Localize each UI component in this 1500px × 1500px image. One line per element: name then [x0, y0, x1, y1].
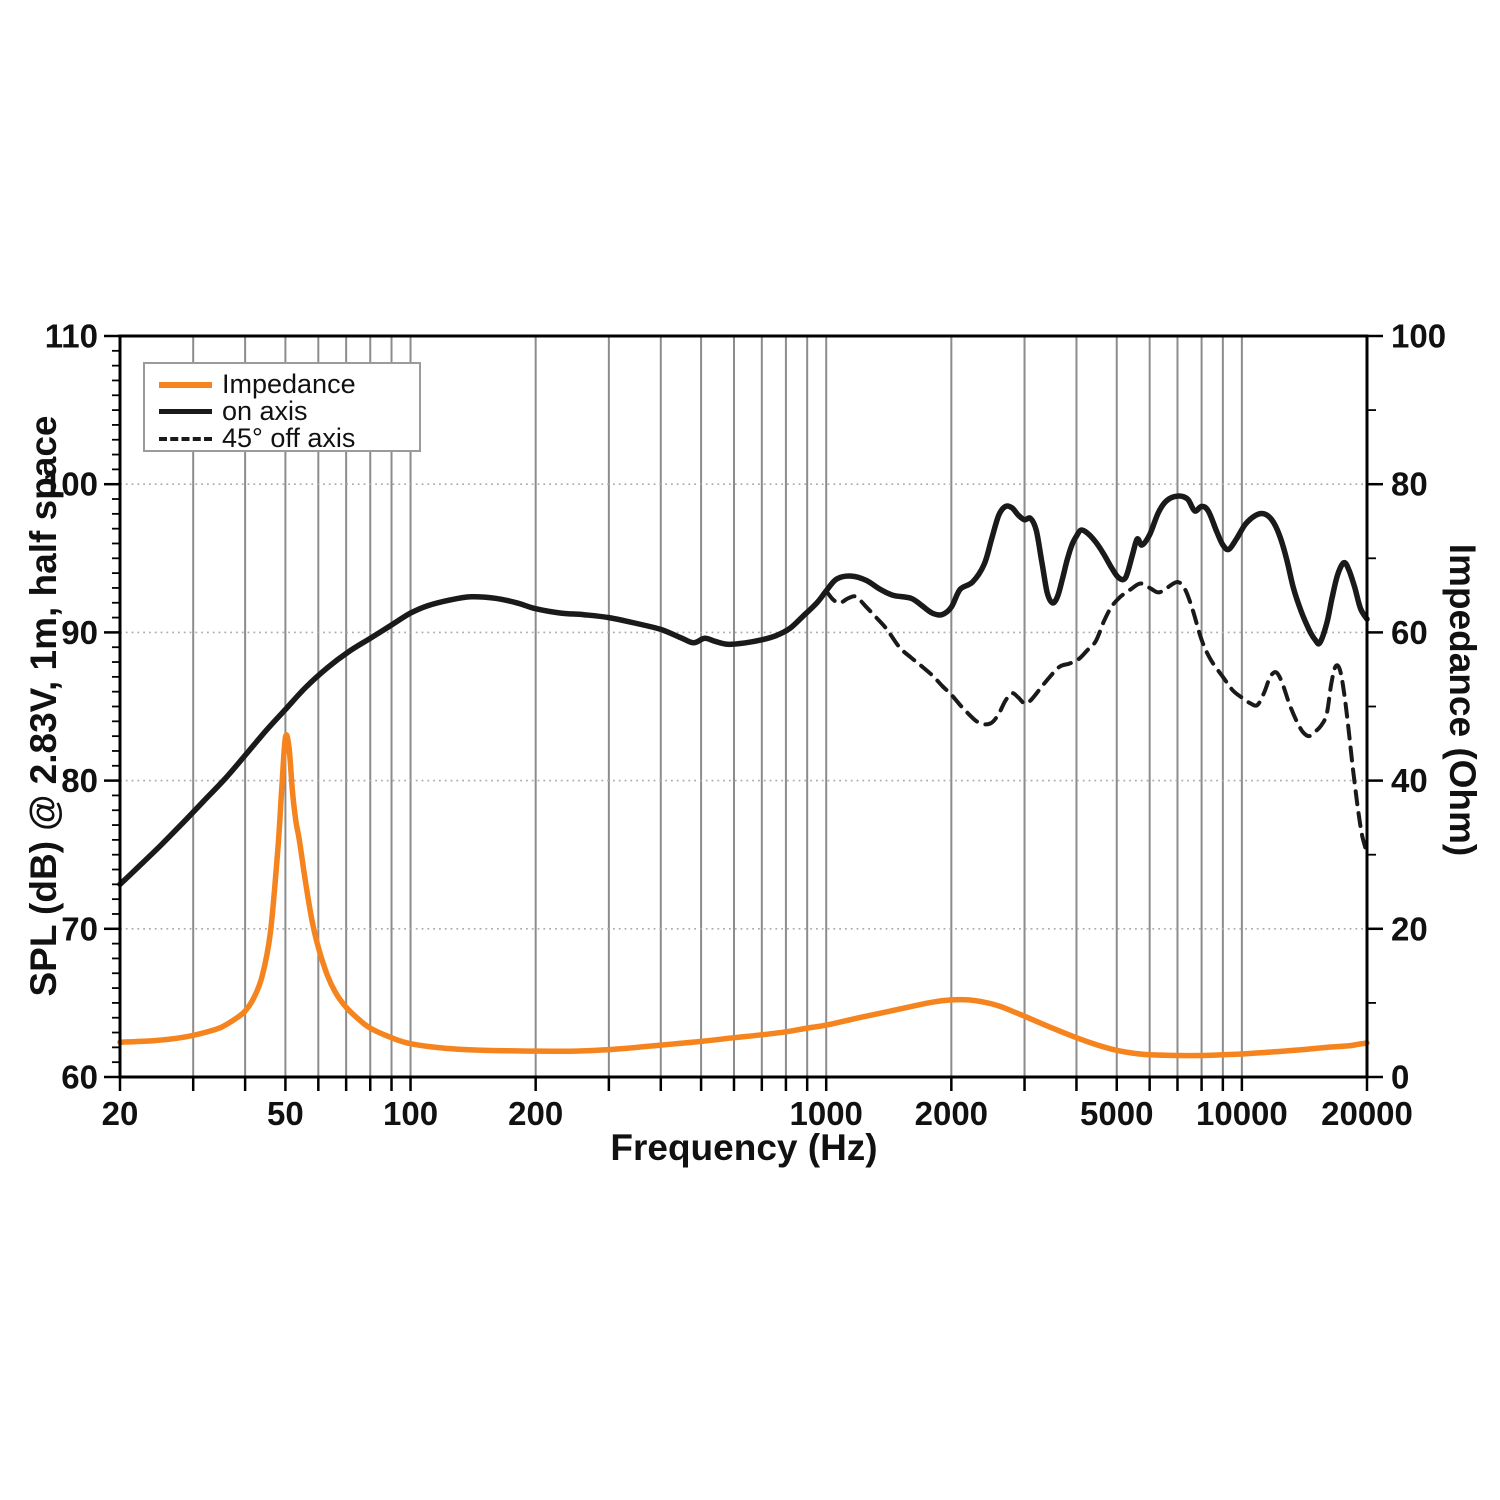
svg-text:20000: 20000: [1321, 1095, 1413, 1132]
off-axis-line-swatch: [159, 436, 212, 441]
legend-item-on-axis: on axis: [159, 398, 419, 425]
legend-label-off-axis: 45° off axis: [222, 423, 356, 453]
svg-text:100: 100: [43, 466, 98, 503]
svg-text:40: 40: [1391, 762, 1428, 799]
svg-text:110: 110: [45, 318, 98, 355]
curves: [117, 493, 1370, 1059]
svg-text:0: 0: [1391, 1059, 1409, 1096]
svg-text:70: 70: [61, 910, 98, 947]
legend-item-off-axis: 45° off axis: [159, 425, 419, 452]
svg-text:5000: 5000: [1080, 1095, 1153, 1132]
legend-label-on-axis: on axis: [222, 396, 308, 426]
svg-text:10000: 10000: [1196, 1095, 1288, 1132]
axis-ticks: [104, 334, 1383, 1091]
svg-text:90: 90: [61, 614, 98, 651]
svg-text:200: 200: [508, 1095, 563, 1132]
svg-text:2000: 2000: [915, 1095, 988, 1132]
svg-text:20: 20: [102, 1095, 139, 1132]
svg-text:1000: 1000: [789, 1095, 862, 1132]
curve-on-axis: [117, 493, 1370, 888]
curve-impedance: [117, 732, 1370, 1059]
svg-text:60: 60: [61, 1059, 98, 1096]
svg-text:80: 80: [61, 762, 98, 799]
gridlines: [120, 336, 1367, 1077]
svg-text:60: 60: [1391, 614, 1428, 651]
svg-text:50: 50: [267, 1095, 304, 1132]
legend: Impedance on axis 45° off axis: [143, 362, 421, 452]
legend-item-impedance: Impedance: [159, 371, 419, 398]
on-axis-line-swatch: [159, 409, 212, 414]
svg-text:20: 20: [1391, 910, 1428, 947]
tick-labels: 20 50 100 200 1000 2000 5000 10000 2000060708090…: [43, 318, 1446, 1133]
legend-label-impedance: Impedance: [222, 369, 356, 399]
curve-45-off-axis: [824, 580, 1368, 850]
svg-text:80: 80: [1391, 466, 1428, 503]
svg-text:100: 100: [1391, 318, 1446, 355]
impedance-line-swatch: [159, 381, 212, 388]
svg-text:100: 100: [383, 1095, 438, 1132]
